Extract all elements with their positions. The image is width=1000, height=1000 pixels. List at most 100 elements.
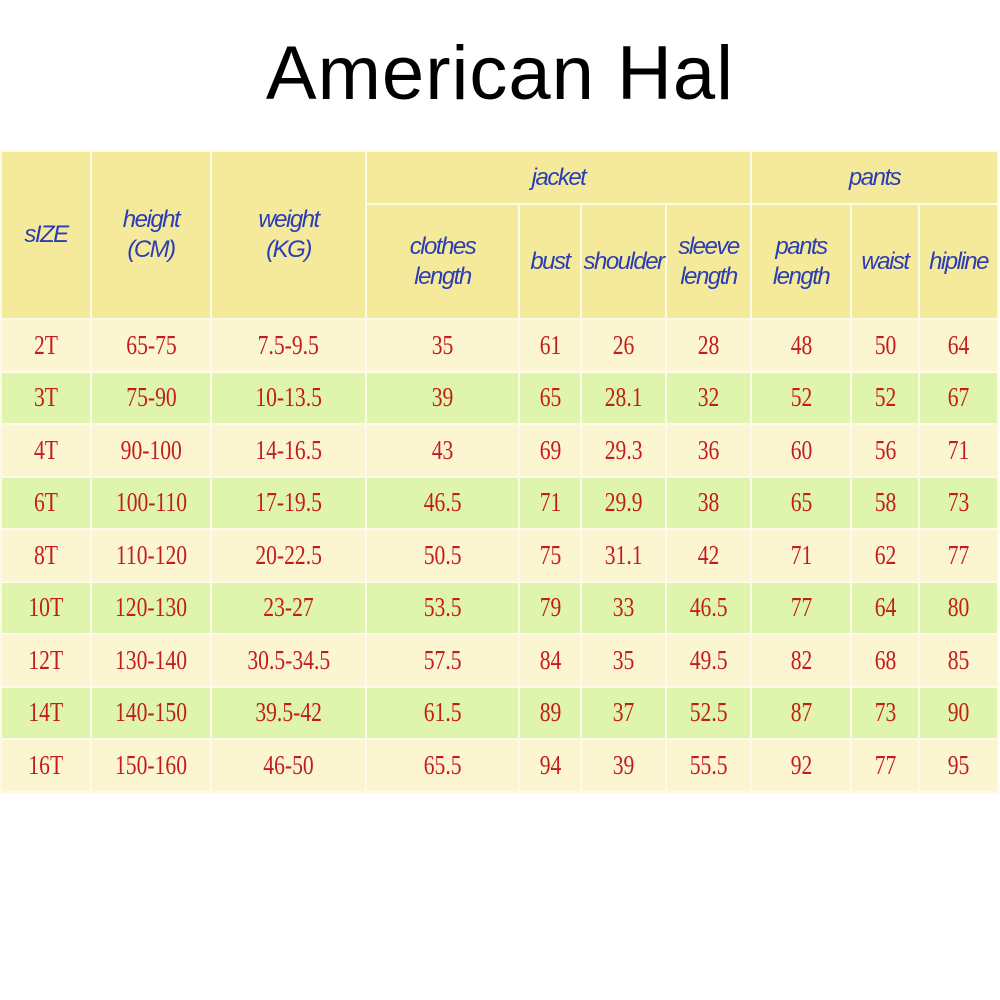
- cell-value: 14T: [28, 697, 64, 728]
- cell-sleeve-length: 46.5: [664, 580, 753, 635]
- cell-value: 53.5: [423, 592, 462, 623]
- cell-height: 150-160: [90, 738, 212, 793]
- cell-bust: 79: [518, 580, 582, 635]
- cell-weight: 23-27: [210, 580, 367, 635]
- cell-shoulder: 26: [580, 318, 667, 373]
- cell-value: 56: [874, 434, 896, 465]
- header-pants-length-l2: length: [772, 262, 831, 290]
- chart-title: American Hal: [265, 31, 735, 116]
- cell-value: 73: [874, 697, 896, 728]
- cell-value: 33: [612, 592, 635, 623]
- cell-sleeve-length: 42: [664, 528, 753, 583]
- header-height-unit: (CM): [127, 236, 176, 263]
- cell-value: 29.3: [604, 434, 643, 465]
- cell-value: 150-160: [115, 749, 187, 780]
- cell-size: 3T: [0, 370, 92, 425]
- table-row: 6T 100-110 17-19.5 46.5 71 29.9 38 65 58 73: [0, 475, 1000, 530]
- cell-value: 3T: [34, 382, 58, 413]
- cell-sleeve-length: 28: [664, 318, 753, 373]
- cell-value: 52: [790, 382, 812, 413]
- cell-value: 69: [539, 434, 561, 465]
- table-row: 16T 150-160 46-50 65.5 94 39 55.5 92 77 95: [0, 738, 1000, 793]
- cell-height: 110-120: [90, 528, 212, 583]
- cell-hipline: 90: [918, 685, 1000, 740]
- cell-size: 4T: [0, 423, 92, 478]
- cell-waist: 77: [850, 738, 921, 793]
- cell-value: 95: [947, 749, 970, 780]
- cell-value: 2T: [34, 329, 58, 360]
- cell-hipline: 67: [918, 370, 1000, 425]
- cell-value: 52: [874, 382, 896, 413]
- header-hipline: hipline: [918, 203, 1000, 320]
- header-sleeve-length: sleeve length: [664, 203, 753, 320]
- cell-value: 32: [697, 382, 720, 413]
- cell-value: 89: [539, 697, 561, 728]
- cell-waist: 73: [850, 685, 921, 740]
- cell-weight: 7.5-9.5: [210, 318, 367, 373]
- cell-value: 140-150: [115, 697, 187, 728]
- cell-value: 30.5-34.5: [247, 644, 330, 675]
- cell-pants-length: 92: [750, 738, 853, 793]
- cell-value: 6T: [34, 487, 58, 518]
- cell-value: 14-16.5: [255, 434, 322, 465]
- cell-height: 140-150: [90, 685, 212, 740]
- header-weight-label: weight: [258, 206, 320, 233]
- cell-height: 120-130: [90, 580, 212, 635]
- cell-value: 71: [947, 434, 970, 465]
- table-row: 3T 75-90 10-13.5 39 65 28.1 32 52 52 67: [0, 370, 1000, 425]
- cell-bust: 89: [518, 685, 582, 740]
- cell-value: 43: [431, 434, 454, 465]
- cell-bust: 69: [518, 423, 582, 478]
- header-shoulder: shoulder: [580, 203, 667, 320]
- cell-bust: 84: [518, 633, 582, 688]
- cell-value: 50.5: [423, 539, 462, 570]
- cell-value: 65: [539, 382, 561, 413]
- cell-shoulder: 39: [580, 738, 667, 793]
- cell-value: 77: [790, 592, 812, 623]
- cell-hipline: 85: [918, 633, 1000, 688]
- header-size: sIZE: [0, 150, 92, 320]
- cell-value: 8T: [34, 539, 58, 570]
- cell-value: 61: [539, 329, 561, 360]
- cell-value: 42: [697, 539, 720, 570]
- cell-pants-length: 87: [750, 685, 853, 740]
- cell-value: 100-110: [115, 487, 187, 518]
- cell-pants-length: 77: [750, 580, 853, 635]
- cell-value: 60: [790, 434, 812, 465]
- cell-waist: 62: [850, 528, 921, 583]
- cell-hipline: 71: [918, 423, 1000, 478]
- cell-clothes-length: 53.5: [365, 580, 520, 635]
- header-clothes-length-l1: clothes: [409, 232, 477, 260]
- cell-value: 87: [790, 697, 812, 728]
- cell-value: 58: [874, 487, 896, 518]
- cell-value: 35: [612, 644, 635, 675]
- cell-value: 65.5: [423, 749, 462, 780]
- cell-height: 65-75: [90, 318, 212, 373]
- header-height: height (CM): [90, 150, 212, 320]
- cell-value: 120-130: [115, 592, 187, 623]
- cell-value: 90: [947, 697, 970, 728]
- cell-weight: 39.5-42: [210, 685, 367, 740]
- cell-clothes-length: 39: [365, 370, 520, 425]
- cell-value: 68: [874, 644, 896, 675]
- cell-value: 77: [947, 539, 970, 570]
- cell-pants-length: 65: [750, 475, 853, 530]
- cell-value: 23-27: [263, 592, 314, 623]
- cell-value: 65-75: [125, 329, 177, 360]
- table-row: 12T 130-140 30.5-34.5 57.5 84 35 49.5 82 68 85: [0, 633, 1000, 688]
- cell-value: 31.1: [604, 539, 643, 570]
- cell-value: 35: [431, 329, 454, 360]
- cell-value: 7.5-9.5: [257, 329, 320, 360]
- cell-sleeve-length: 32: [664, 370, 753, 425]
- cell-shoulder: 28.1: [580, 370, 667, 425]
- cell-pants-length: 71: [750, 528, 853, 583]
- cell-value: 77: [874, 749, 896, 780]
- cell-size: 6T: [0, 475, 92, 530]
- cell-sleeve-length: 55.5: [664, 738, 753, 793]
- header-weight-unit: (KG): [266, 236, 312, 263]
- header-clothes-length-l2: length: [414, 262, 472, 290]
- cell-value: 94: [539, 749, 561, 780]
- table-row: 14T 140-150 39.5-42 61.5 89 37 52.5 87 73 90: [0, 685, 1000, 740]
- cell-value: 65: [790, 487, 812, 518]
- cell-value: 46.5: [689, 592, 728, 623]
